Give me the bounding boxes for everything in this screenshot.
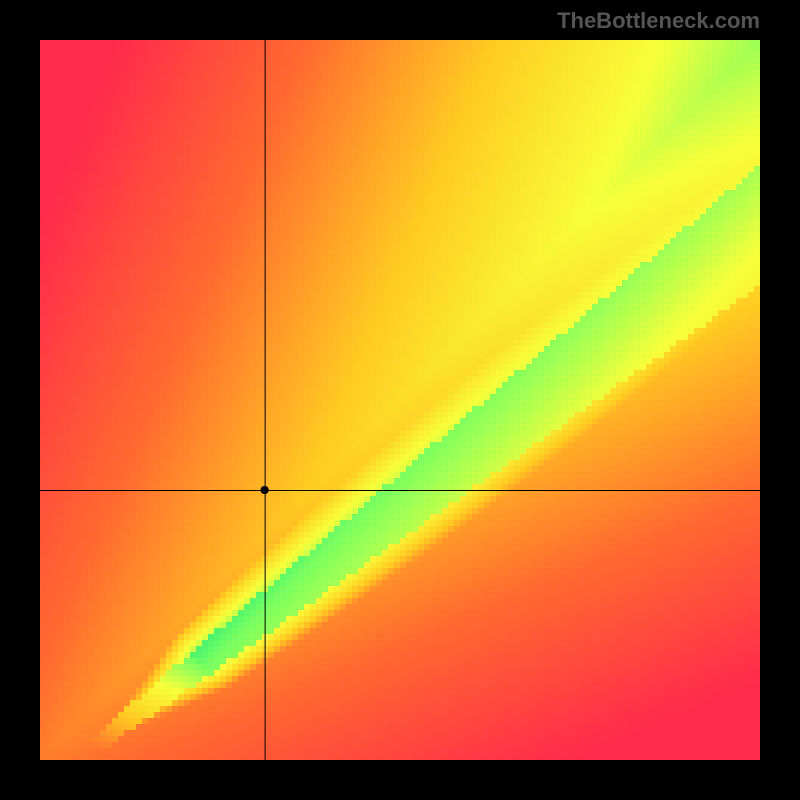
bottleneck-heatmap bbox=[40, 40, 760, 760]
chart-container: TheBottleneck.com bbox=[0, 0, 800, 800]
watermark-text: TheBottleneck.com bbox=[557, 8, 760, 34]
